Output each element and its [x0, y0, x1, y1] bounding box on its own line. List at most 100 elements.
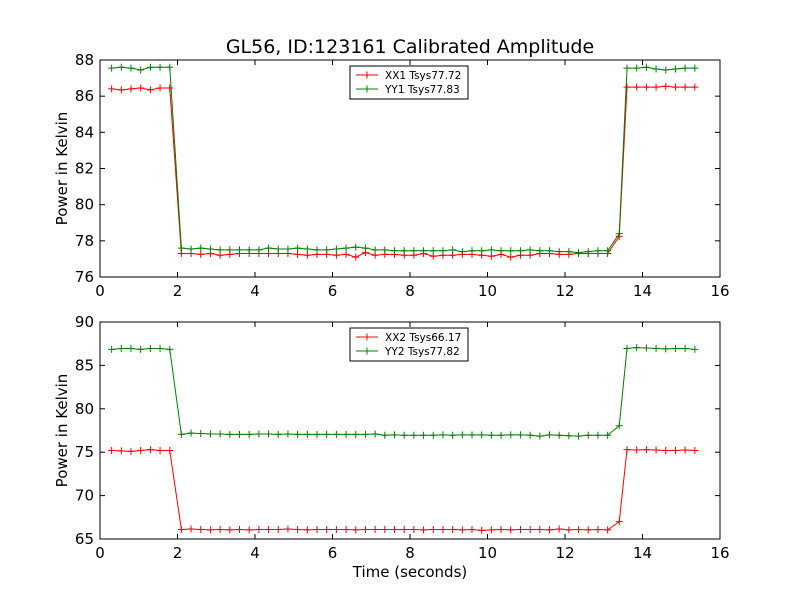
data-point [146, 86, 154, 94]
data-point [507, 431, 515, 439]
data-point [255, 430, 263, 438]
data-point [604, 431, 612, 439]
data-point [691, 64, 699, 72]
data-point [342, 525, 350, 533]
x-tick-label: 10 [478, 544, 497, 562]
data-point [127, 64, 135, 72]
data-point [108, 446, 116, 454]
data-point [187, 245, 195, 253]
legend-label-1: XX2 Tsys66.17 [385, 332, 461, 344]
data-point [652, 65, 660, 73]
legend-marker-2 [363, 347, 371, 355]
data-point [555, 248, 563, 256]
data-point [294, 244, 302, 252]
data-point [332, 251, 340, 259]
data-point [546, 526, 553, 534]
data-point [662, 446, 670, 454]
data-point [565, 248, 573, 256]
data-point [108, 64, 116, 72]
legend-box [349, 65, 469, 100]
data-point [681, 446, 689, 454]
data-point [137, 84, 145, 92]
data-point [137, 66, 145, 74]
top-subplot: 0 2 4 6 8 10 12 14 16 76 78 80 82 84 86 88 Power in Kelv… [53, 51, 730, 300]
x-tick-label: 14 [633, 544, 652, 562]
x-tick-label: 14 [633, 282, 652, 300]
data-point [108, 345, 116, 353]
data-point [187, 429, 195, 437]
data-point [458, 248, 466, 256]
data-point [516, 247, 524, 255]
data-point [536, 525, 544, 533]
data-point [156, 446, 164, 454]
data-point [391, 525, 398, 533]
data-point [197, 250, 205, 258]
data-point [323, 525, 331, 533]
data-point [127, 344, 135, 352]
figure-title: GL56, ID:123161 Calibrated Amplitude [226, 36, 594, 58]
y-axis-label: Power in Kelvin [53, 374, 71, 488]
x-tick-label: 12 [555, 282, 574, 300]
data-point [507, 253, 515, 261]
data-point [156, 63, 164, 71]
data-point [371, 525, 379, 533]
data-point [206, 245, 214, 253]
x-tick-label: 2 [173, 544, 183, 562]
data-point [584, 431, 592, 439]
data-point [584, 526, 592, 534]
data-point [381, 246, 389, 254]
data-point [681, 344, 689, 352]
y-tick-label: 88 [75, 51, 94, 69]
data-point [284, 245, 292, 253]
data-point [146, 446, 154, 454]
data-point [323, 430, 331, 438]
data-point [468, 431, 476, 439]
y-tick-label: 70 [75, 487, 94, 505]
y-tick-label: 84 [75, 123, 94, 141]
data-point [662, 345, 670, 353]
data-point [497, 247, 505, 255]
data-point [226, 526, 234, 534]
data-point [420, 526, 428, 534]
data-point [177, 525, 185, 533]
legend-box [349, 327, 469, 362]
x-tick-label: 0 [95, 544, 105, 562]
data-point [487, 246, 495, 254]
bottom-subplot: 0 2 4 6 8 10 12 14 16 65 70 75 80 85 90 Power in Kelvin… [53, 313, 730, 581]
data-point [206, 430, 214, 438]
data-point [127, 447, 135, 455]
data-point [284, 525, 292, 533]
data-point [584, 248, 592, 256]
data-point [197, 430, 205, 438]
data-point [449, 246, 457, 254]
data-point [410, 247, 418, 255]
data-point [410, 431, 418, 439]
x-tick-label: 8 [405, 544, 415, 562]
data-point [236, 246, 243, 254]
y-tick-label: 80 [75, 400, 94, 418]
data-point [623, 83, 631, 91]
data-point [137, 345, 145, 353]
data-point [652, 83, 660, 91]
data-point [166, 446, 174, 454]
data-point [497, 431, 505, 439]
data-point [400, 247, 408, 255]
data-point [313, 525, 321, 533]
data-point [352, 253, 360, 261]
legend-marker-1 [363, 333, 371, 341]
data-point [420, 431, 428, 439]
data-point [236, 430, 243, 438]
data-point [507, 526, 515, 534]
data-point [117, 86, 125, 94]
data-point [565, 526, 573, 534]
data-point [487, 526, 495, 534]
data-point [166, 84, 174, 92]
data-point [265, 430, 273, 438]
data-point [265, 525, 273, 533]
data-point [429, 525, 437, 533]
data-point [245, 526, 253, 534]
data-point [117, 63, 125, 71]
data-point [410, 525, 418, 533]
data-point [546, 247, 553, 255]
